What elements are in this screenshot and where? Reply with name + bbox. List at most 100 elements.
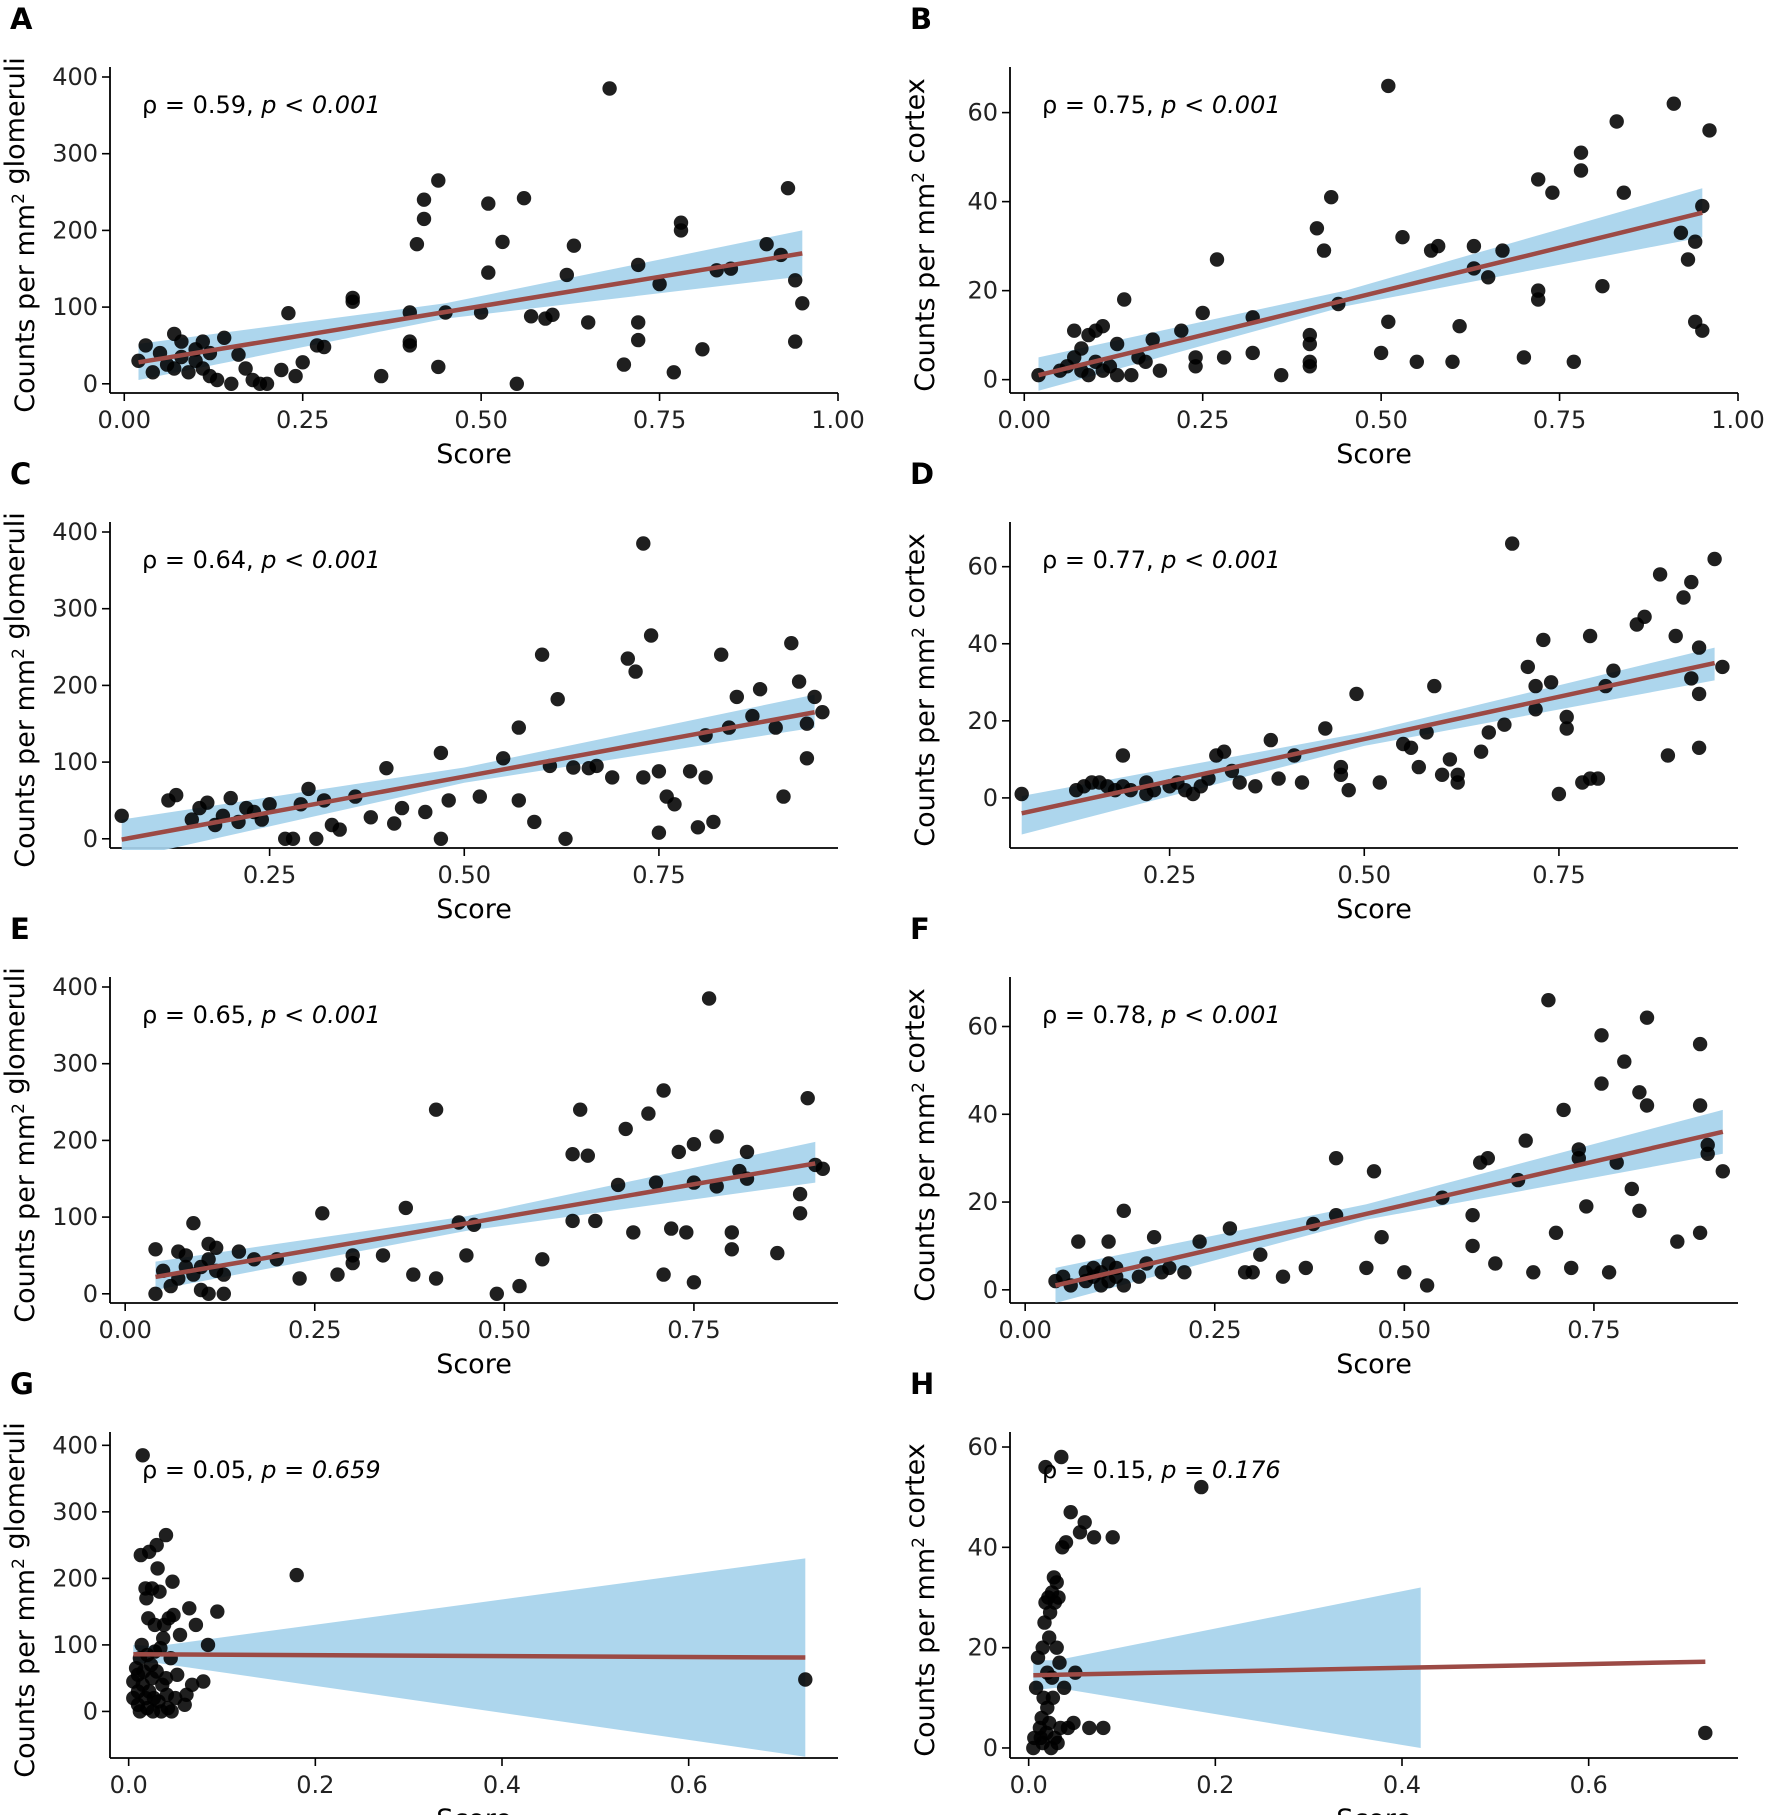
panel-h-y-title: Counts per mm2 cortex — [900, 1443, 941, 1756]
panel-g-point — [166, 1607, 181, 1623]
panel-a-point — [695, 342, 710, 357]
panel-e-rho: ρ = 0.65, — [142, 1001, 261, 1029]
panel-c-point — [752, 682, 768, 697]
panel-a-y-title-part: glomeruli — [0, 57, 31, 193]
panel-d-letter: D — [910, 457, 934, 491]
panel-g-rho: ρ = 0.05, — [142, 1456, 261, 1484]
panel-d-point — [1481, 725, 1497, 740]
panel-b-point — [1209, 252, 1225, 267]
panel-b-xtick-label: 0.50 — [1354, 406, 1407, 434]
panel-b-point — [1174, 323, 1189, 338]
panel-c-ytick-label: 100 — [52, 748, 98, 776]
panel-h-point — [1050, 1735, 1065, 1751]
panel-f-point — [1692, 1225, 1708, 1241]
panel-c-point — [706, 814, 721, 830]
panel-d-ytick-label: 40 — [967, 630, 998, 658]
panel-h-fit-group — [1026, 1449, 1713, 1756]
panel-d-point — [1691, 640, 1707, 655]
panel-d-point — [1505, 536, 1520, 551]
panel-e-point — [792, 1206, 808, 1221]
panel-h: H 0 20 40 60 0.0 0.2 0.4 0.6 Score Counts per mm2 … — [900, 1367, 1738, 1815]
panel-b-point — [1680, 252, 1696, 267]
panel-f-point — [1328, 1151, 1344, 1166]
panel-h-fit-line — [1033, 1659, 1706, 1678]
panel-d-ytick-label: 60 — [967, 553, 998, 581]
panel-c-point — [643, 628, 659, 643]
panel-d-point — [1528, 702, 1543, 717]
panel-a-point — [673, 215, 689, 230]
panel-e-point — [512, 1278, 527, 1294]
panel-e-point — [792, 1186, 808, 1202]
panel-b-point — [1666, 96, 1682, 111]
panel-a-point — [374, 368, 389, 384]
panel-c-point — [169, 787, 184, 803]
panel-h-point — [1066, 1715, 1081, 1731]
panel-a-y-title-sup: 2 — [9, 193, 29, 204]
panel-c-point — [566, 760, 581, 775]
panel-a-ytick-label: 400 — [52, 63, 98, 91]
panel-g-ytick-label: 200 — [52, 1564, 98, 1592]
panel-e-point — [701, 991, 717, 1006]
panel-d-xtick-label: 0.25 — [1143, 861, 1196, 889]
panel-d-point — [1668, 628, 1683, 644]
panel-h-letter: H — [910, 1367, 934, 1401]
panel-g-point — [210, 1604, 225, 1619]
panel-h-point — [1051, 1590, 1066, 1605]
panel-e-point — [648, 1175, 664, 1190]
panel-h-point — [1028, 1680, 1044, 1696]
panel-d-point — [1442, 752, 1458, 767]
panel-g-xtick-label: 0.6 — [670, 1771, 708, 1799]
panel-a-point — [495, 234, 510, 250]
panel-c-y-title-part: Counts per mm — [10, 659, 41, 868]
panel-b-point — [1381, 314, 1396, 329]
panel-e-point — [724, 1242, 739, 1257]
panel-b-point — [1531, 283, 1546, 298]
panel-h-point — [1082, 1720, 1097, 1736]
panel-b-point — [1074, 341, 1089, 356]
panel-c-ytick-label: 0 — [83, 825, 98, 853]
panel-f-point — [1146, 1230, 1162, 1245]
panel-a-point — [616, 357, 632, 372]
panel-f-rho: ρ = 0.78, — [1042, 1001, 1161, 1029]
panel-f-y-title-part: Counts per mm — [910, 1093, 941, 1302]
panel-e-point — [345, 1248, 360, 1263]
panel-b-point — [1595, 279, 1610, 294]
panel-b-y-title-part: Counts per mm — [910, 183, 941, 392]
panel-d-x-title: Score — [1336, 894, 1412, 925]
panel-e-point — [186, 1216, 201, 1231]
panel-e-point — [428, 1271, 444, 1286]
panel-h-xtick-label: 0.6 — [1570, 1771, 1608, 1799]
panel-a-point — [481, 196, 496, 211]
panel-b-point — [1516, 350, 1532, 365]
panel-e-fit-line — [155, 1161, 816, 1280]
panel-h-point — [1042, 1630, 1057, 1645]
panel-c-point — [363, 810, 378, 825]
panel-d-point — [1606, 663, 1621, 678]
panel-h-point — [1105, 1530, 1120, 1545]
panel-g-point — [798, 1672, 813, 1687]
panel-b-point — [1302, 327, 1318, 343]
panel-a-letter: A — [10, 2, 33, 36]
panel-e-point — [315, 1206, 330, 1221]
panel-b-point — [1095, 319, 1111, 334]
panel-c-point — [223, 790, 238, 806]
panel-h-point — [1056, 1680, 1072, 1696]
panel-b-point — [1031, 368, 1046, 383]
panel-h-ytick-label: 0 — [983, 1734, 998, 1762]
panel-g-point — [289, 1567, 304, 1583]
panel-c-point — [807, 689, 822, 705]
panel-g-ytick-label: 300 — [52, 1498, 98, 1526]
panel-d-annotation: ρ = 0.77, p < 0.001 — [1042, 546, 1281, 574]
panel-g-point — [165, 1574, 180, 1589]
panel-a-point — [509, 376, 524, 391]
panel-a-point — [780, 181, 796, 196]
panel-c-point — [605, 770, 620, 785]
panel-f-point — [1564, 1260, 1579, 1276]
panel-h-point — [1063, 1505, 1078, 1520]
panel-f-point — [1480, 1151, 1496, 1166]
panel-a-point — [631, 315, 646, 330]
panel-f-point — [1298, 1260, 1314, 1276]
panel-e-point — [709, 1129, 724, 1144]
panel-c-point — [651, 825, 667, 840]
panel-c-fit-line — [121, 710, 816, 842]
